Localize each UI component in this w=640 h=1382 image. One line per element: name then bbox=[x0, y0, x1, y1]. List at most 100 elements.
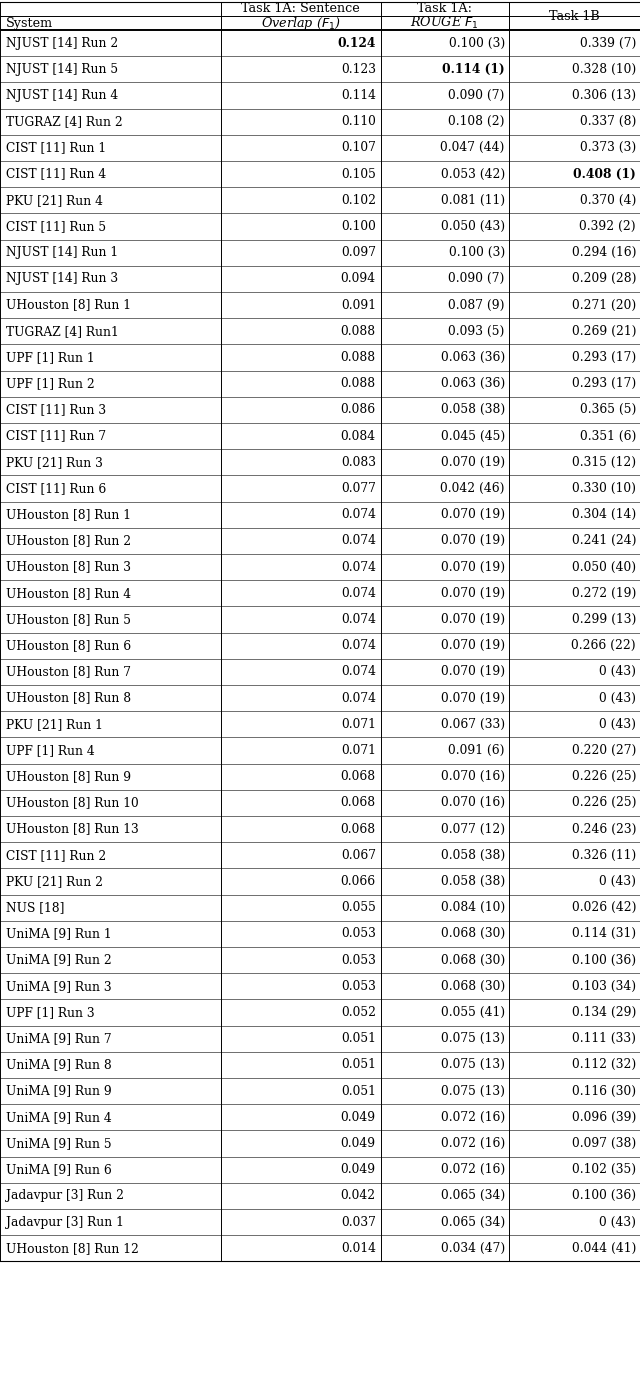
Text: TUGRAZ [4] Run1: TUGRAZ [4] Run1 bbox=[6, 325, 119, 337]
Text: 0.097: 0.097 bbox=[341, 246, 376, 260]
Text: 0.299 (13): 0.299 (13) bbox=[572, 614, 636, 626]
Text: 0.090 (7): 0.090 (7) bbox=[449, 88, 505, 102]
Text: UHouston [8] Run 7: UHouston [8] Run 7 bbox=[6, 665, 131, 679]
Text: 0.123: 0.123 bbox=[341, 62, 376, 76]
Text: 0.053 (42): 0.053 (42) bbox=[440, 167, 505, 181]
Text: 0.067: 0.067 bbox=[341, 849, 376, 862]
Text: 0.068 (30): 0.068 (30) bbox=[440, 954, 505, 966]
Text: 0.074: 0.074 bbox=[341, 614, 376, 626]
Text: UniMA [9] Run 1: UniMA [9] Run 1 bbox=[6, 927, 111, 940]
Text: UPF [1] Run 1: UPF [1] Run 1 bbox=[6, 351, 95, 363]
Text: 0.037: 0.037 bbox=[341, 1216, 376, 1229]
Text: UHouston [8] Run 12: UHouston [8] Run 12 bbox=[6, 1242, 139, 1255]
Text: 0 (43): 0 (43) bbox=[599, 1216, 636, 1229]
Text: 0.058 (38): 0.058 (38) bbox=[440, 875, 505, 889]
Text: 0.271 (20): 0.271 (20) bbox=[572, 299, 636, 311]
Text: 0.392 (2): 0.392 (2) bbox=[579, 220, 636, 234]
Text: 0.074: 0.074 bbox=[341, 535, 376, 547]
Text: 0.124: 0.124 bbox=[337, 36, 376, 50]
Text: 0.306 (13): 0.306 (13) bbox=[572, 88, 636, 102]
Text: 0.103 (34): 0.103 (34) bbox=[572, 980, 636, 992]
Text: 0.084: 0.084 bbox=[340, 430, 376, 442]
Text: 0.209 (28): 0.209 (28) bbox=[572, 272, 636, 286]
Text: 0.068: 0.068 bbox=[340, 822, 376, 836]
Text: Task 1B: Task 1B bbox=[549, 10, 600, 22]
Text: 0.055: 0.055 bbox=[341, 901, 376, 915]
Text: System: System bbox=[6, 17, 53, 29]
Text: 0.246 (23): 0.246 (23) bbox=[572, 822, 636, 836]
Text: UniMA [9] Run 5: UniMA [9] Run 5 bbox=[6, 1137, 111, 1150]
Text: 0.088: 0.088 bbox=[340, 325, 376, 337]
Text: 0.094: 0.094 bbox=[340, 272, 376, 286]
Text: 0.065 (34): 0.065 (34) bbox=[440, 1216, 505, 1229]
Text: 0.339 (7): 0.339 (7) bbox=[580, 36, 636, 50]
Text: 0.112 (32): 0.112 (32) bbox=[572, 1059, 636, 1071]
Text: 0.114 (31): 0.114 (31) bbox=[572, 927, 636, 940]
Text: 0.100 (36): 0.100 (36) bbox=[572, 1190, 636, 1202]
Text: 0.114 (1): 0.114 (1) bbox=[442, 62, 505, 76]
Text: 0.070 (19): 0.070 (19) bbox=[441, 614, 505, 626]
Text: 0.088: 0.088 bbox=[340, 377, 376, 390]
Text: 0.075 (13): 0.075 (13) bbox=[441, 1085, 505, 1097]
Text: 0.074: 0.074 bbox=[341, 691, 376, 705]
Text: CIST [11] Run 6: CIST [11] Run 6 bbox=[6, 482, 106, 495]
Text: CIST [11] Run 1: CIST [11] Run 1 bbox=[6, 141, 106, 155]
Text: 0.075 (13): 0.075 (13) bbox=[441, 1032, 505, 1045]
Text: Task 1A:: Task 1A: bbox=[417, 3, 472, 15]
Text: 0.070 (19): 0.070 (19) bbox=[441, 691, 505, 705]
Text: 0.088: 0.088 bbox=[340, 351, 376, 363]
Text: 0.241 (24): 0.241 (24) bbox=[572, 535, 636, 547]
Text: 0.086: 0.086 bbox=[340, 404, 376, 416]
Text: 0.070 (16): 0.070 (16) bbox=[441, 770, 505, 784]
Text: 0.042 (46): 0.042 (46) bbox=[440, 482, 505, 495]
Text: 0.074: 0.074 bbox=[341, 587, 376, 600]
Text: 0.091 (6): 0.091 (6) bbox=[448, 744, 505, 757]
Text: 0.087 (9): 0.087 (9) bbox=[448, 299, 505, 311]
Text: 0.058 (38): 0.058 (38) bbox=[440, 404, 505, 416]
Text: UHouston [8] Run 4: UHouston [8] Run 4 bbox=[6, 587, 131, 600]
Text: 0.045 (45): 0.045 (45) bbox=[440, 430, 505, 442]
Text: 0.304 (14): 0.304 (14) bbox=[572, 509, 636, 521]
Text: 0.072 (16): 0.072 (16) bbox=[440, 1164, 505, 1176]
Text: 0.026 (42): 0.026 (42) bbox=[572, 901, 636, 915]
Text: UHouston [8] Run 2: UHouston [8] Run 2 bbox=[6, 535, 131, 547]
Text: 0.096 (39): 0.096 (39) bbox=[572, 1111, 636, 1124]
Text: 0.068: 0.068 bbox=[340, 770, 376, 784]
Text: 0.034 (47): 0.034 (47) bbox=[440, 1242, 505, 1255]
Text: 0.053: 0.053 bbox=[341, 927, 376, 940]
Text: 0 (43): 0 (43) bbox=[599, 717, 636, 731]
Text: 0.097 (38): 0.097 (38) bbox=[572, 1137, 636, 1150]
Text: 0.269 (21): 0.269 (21) bbox=[572, 325, 636, 337]
Text: 0.067 (33): 0.067 (33) bbox=[441, 717, 505, 731]
Text: 0.049: 0.049 bbox=[340, 1137, 376, 1150]
Text: 0.051: 0.051 bbox=[341, 1085, 376, 1097]
Text: 0.050 (40): 0.050 (40) bbox=[572, 561, 636, 574]
Text: 0.072 (16): 0.072 (16) bbox=[440, 1111, 505, 1124]
Text: 0.074: 0.074 bbox=[341, 665, 376, 679]
Text: UHouston [8] Run 8: UHouston [8] Run 8 bbox=[6, 691, 131, 705]
Text: 0.047 (44): 0.047 (44) bbox=[440, 141, 505, 155]
Text: 0.070 (19): 0.070 (19) bbox=[441, 640, 505, 652]
Text: 0.093 (5): 0.093 (5) bbox=[449, 325, 505, 337]
Text: 0.070 (19): 0.070 (19) bbox=[441, 665, 505, 679]
Text: UHouston [8] Run 13: UHouston [8] Run 13 bbox=[6, 822, 139, 836]
Text: 0.063 (36): 0.063 (36) bbox=[440, 351, 505, 363]
Text: UHouston [8] Run 6: UHouston [8] Run 6 bbox=[6, 640, 131, 652]
Text: 0 (43): 0 (43) bbox=[599, 665, 636, 679]
Text: PKU [21] Run 3: PKU [21] Run 3 bbox=[6, 456, 103, 468]
Text: 0.326 (11): 0.326 (11) bbox=[572, 849, 636, 862]
Text: UPF [1] Run 2: UPF [1] Run 2 bbox=[6, 377, 95, 390]
Text: 0.100 (3): 0.100 (3) bbox=[449, 246, 505, 260]
Text: 0.070 (19): 0.070 (19) bbox=[441, 456, 505, 468]
Text: 0.365 (5): 0.365 (5) bbox=[580, 404, 636, 416]
Text: 0.226 (25): 0.226 (25) bbox=[572, 770, 636, 784]
Text: 0.068 (30): 0.068 (30) bbox=[440, 927, 505, 940]
Text: 0.068 (30): 0.068 (30) bbox=[440, 980, 505, 992]
Text: 0.074: 0.074 bbox=[341, 509, 376, 521]
Text: 0.014: 0.014 bbox=[341, 1242, 376, 1255]
Text: PKU [21] Run 2: PKU [21] Run 2 bbox=[6, 875, 103, 889]
Text: UHouston [8] Run 1: UHouston [8] Run 1 bbox=[6, 509, 131, 521]
Text: 0.053: 0.053 bbox=[341, 980, 376, 992]
Text: Task 1A: Sentence: Task 1A: Sentence bbox=[241, 3, 360, 15]
Text: 0.055 (41): 0.055 (41) bbox=[441, 1006, 505, 1019]
